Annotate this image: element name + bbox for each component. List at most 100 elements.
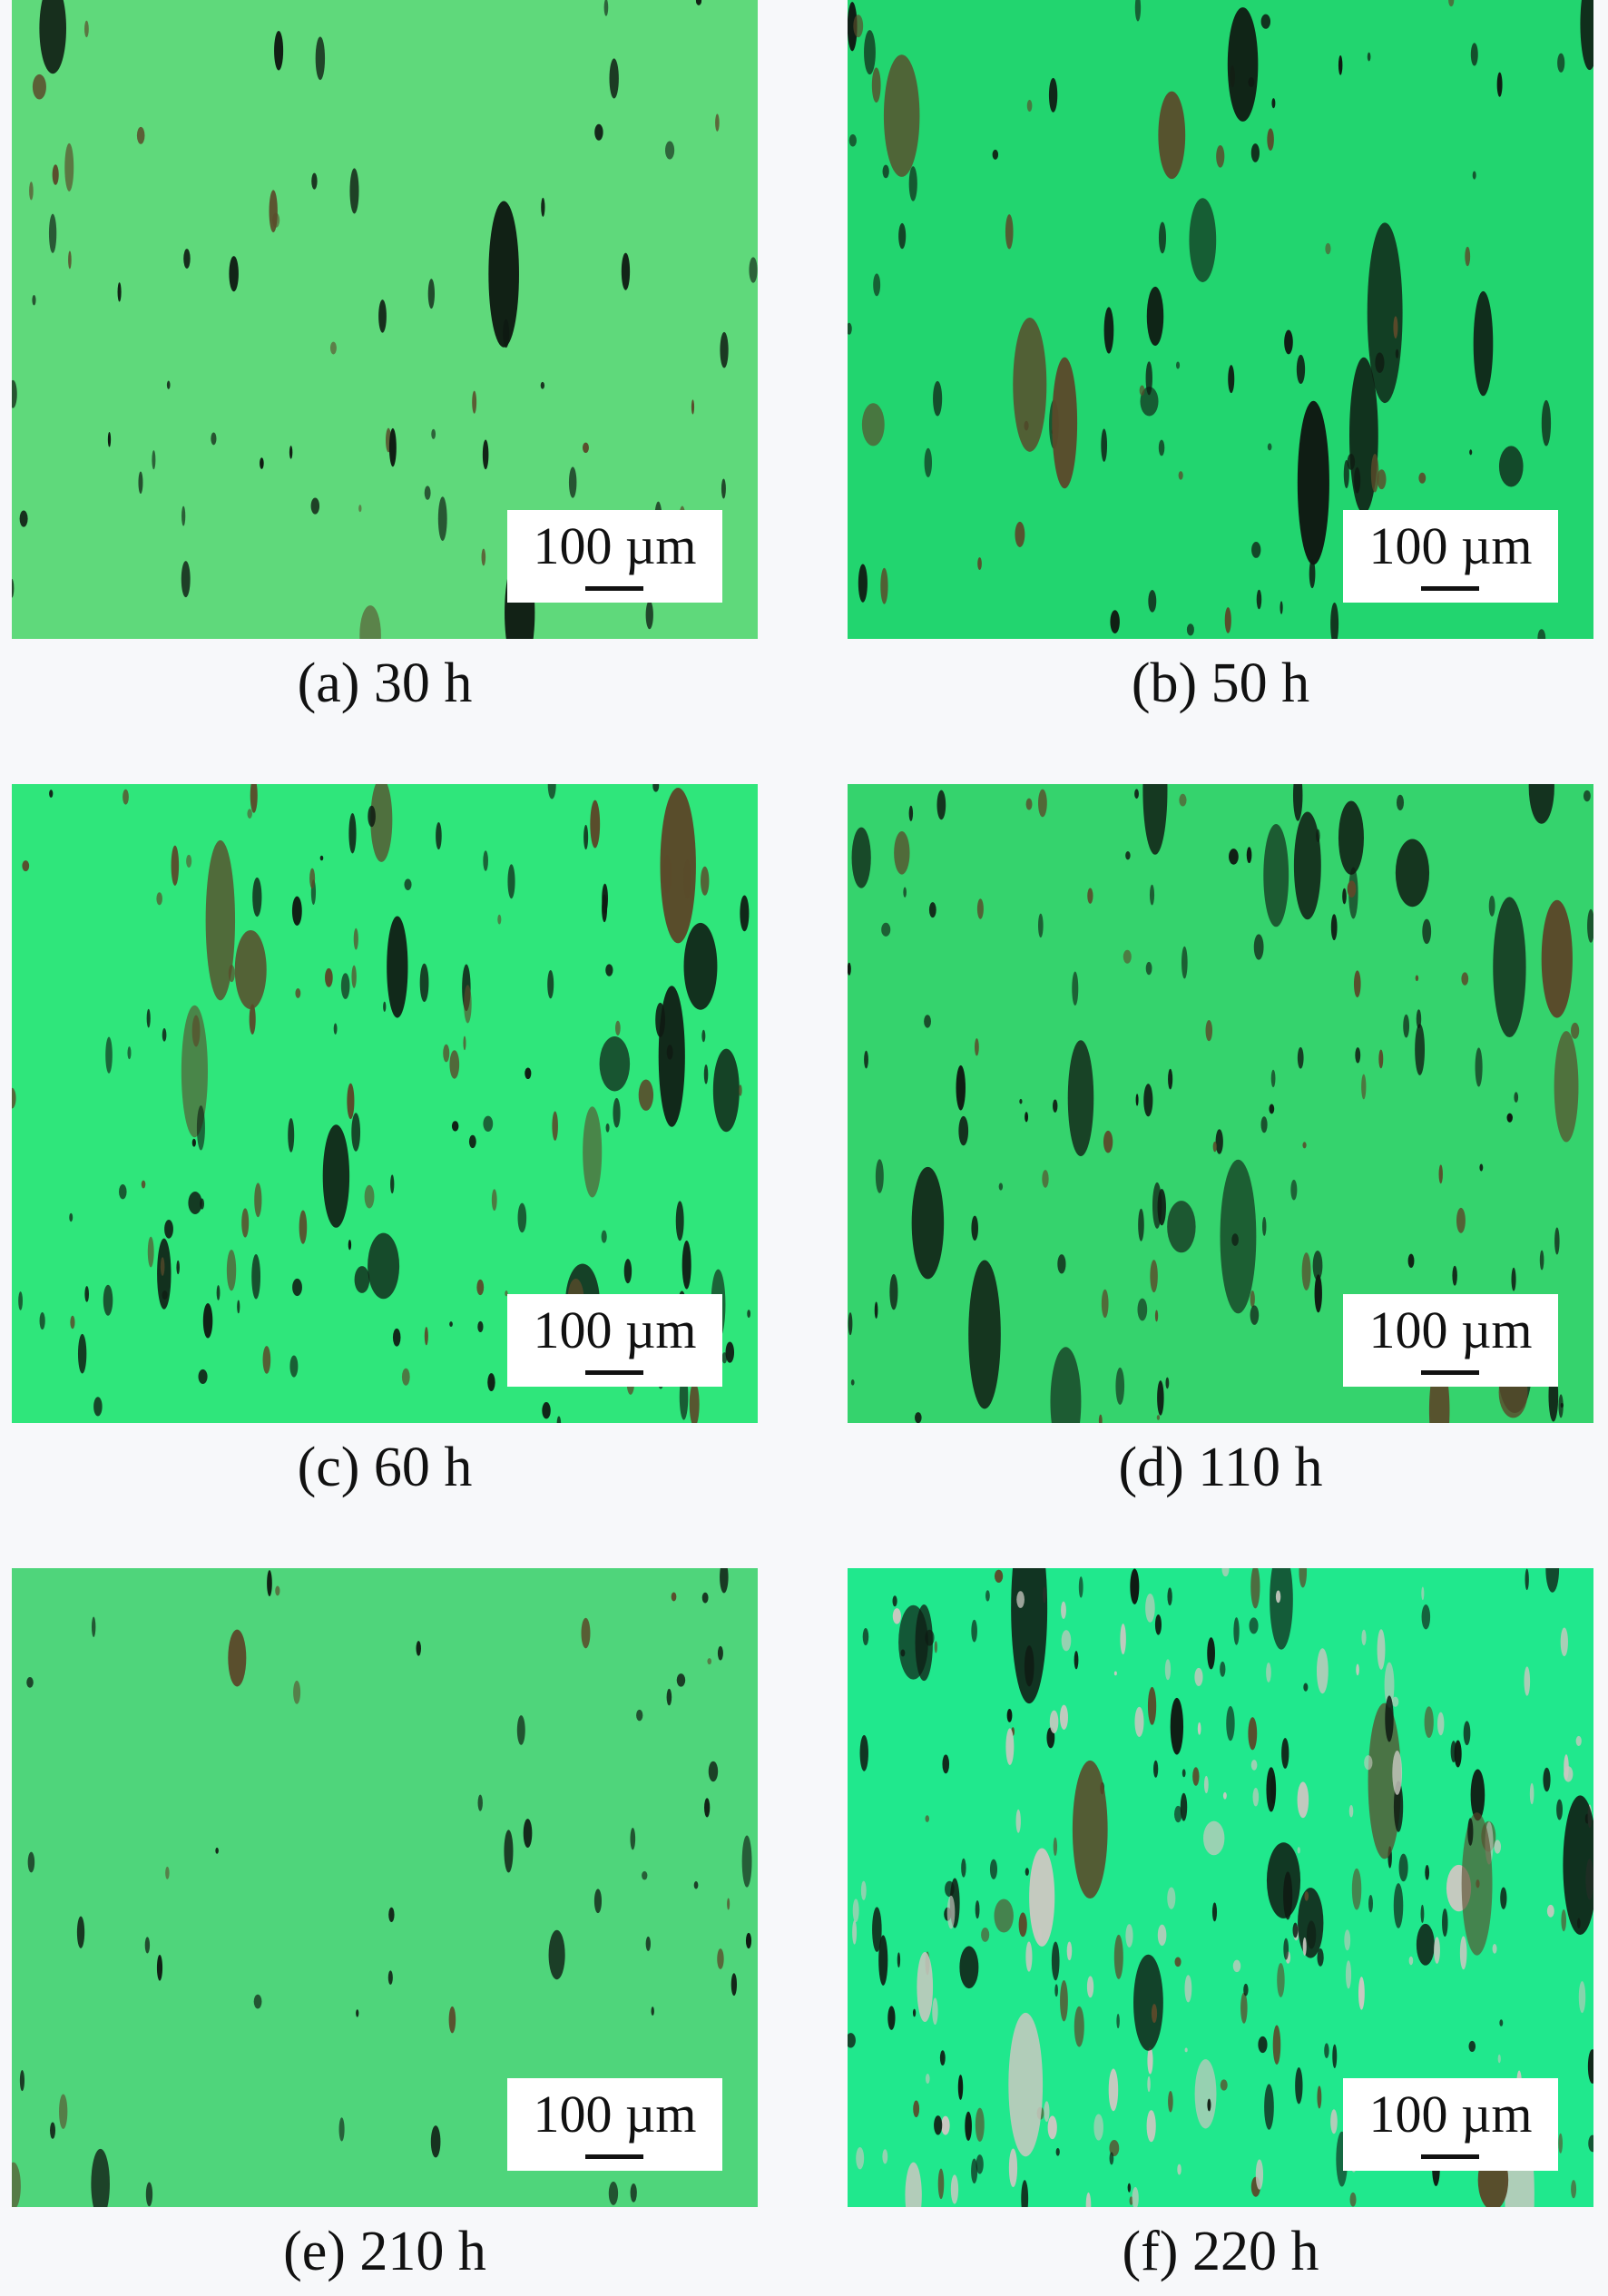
scale-bar-label: 100 µm bbox=[533, 2085, 697, 2144]
particle bbox=[645, 1936, 652, 1951]
particle bbox=[957, 2075, 964, 2100]
particle bbox=[1475, 1047, 1483, 1087]
particle bbox=[609, 58, 619, 99]
particle bbox=[666, 1688, 672, 1706]
particle bbox=[542, 1402, 551, 1419]
particle bbox=[299, 1210, 308, 1244]
particle bbox=[1177, 2164, 1181, 2175]
particle bbox=[1212, 1141, 1217, 1153]
particle bbox=[1042, 1170, 1049, 1188]
particle bbox=[1269, 1104, 1275, 1114]
particle bbox=[1194, 1667, 1203, 1687]
particle bbox=[859, 1734, 868, 1771]
particle bbox=[1025, 1112, 1029, 1123]
particle bbox=[1224, 607, 1231, 633]
panel-caption: (e) 210 h bbox=[283, 2221, 486, 2282]
particle bbox=[703, 1065, 709, 1084]
particle bbox=[1283, 1871, 1293, 1920]
particle bbox=[1395, 839, 1430, 908]
particle bbox=[621, 252, 631, 290]
particle bbox=[695, 0, 702, 5]
particle bbox=[720, 1568, 729, 1594]
particle bbox=[540, 381, 545, 389]
particle bbox=[1325, 242, 1331, 255]
particle bbox=[583, 1106, 603, 1198]
particle bbox=[84, 20, 89, 38]
particle bbox=[416, 1641, 421, 1656]
particle bbox=[1255, 2159, 1264, 2190]
scale-bar-line bbox=[1421, 586, 1479, 591]
particle bbox=[252, 877, 262, 917]
particle bbox=[390, 1174, 395, 1194]
particle bbox=[1025, 1941, 1033, 1972]
scale-bar: 100 µm bbox=[1343, 1294, 1558, 1387]
particle bbox=[603, 0, 609, 16]
particle bbox=[1564, 1754, 1569, 1781]
particle bbox=[1261, 1216, 1267, 1236]
particle bbox=[1384, 1662, 1395, 1708]
particle bbox=[958, 1115, 969, 1146]
particle bbox=[1086, 1976, 1094, 1998]
particle bbox=[22, 860, 30, 872]
particle bbox=[1181, 946, 1188, 979]
particle bbox=[1103, 307, 1114, 354]
particle bbox=[370, 784, 393, 862]
particle bbox=[288, 1117, 295, 1153]
particle bbox=[12, 578, 15, 598]
particle bbox=[1108, 2068, 1119, 2112]
particle bbox=[1408, 1956, 1414, 1966]
particle bbox=[1452, 1265, 1457, 1286]
particle bbox=[1134, 0, 1142, 22]
particle bbox=[917, 1951, 934, 2023]
particle bbox=[1506, 1113, 1513, 1123]
particle bbox=[144, 1937, 151, 1954]
particle bbox=[1537, 629, 1546, 639]
particle bbox=[1316, 1648, 1329, 1694]
particle bbox=[1147, 2075, 1151, 2093]
particle bbox=[1197, 1722, 1201, 1735]
particle bbox=[12, 379, 17, 408]
particle bbox=[49, 790, 54, 798]
particle bbox=[1168, 1068, 1173, 1090]
particle bbox=[289, 446, 293, 459]
particle bbox=[1338, 55, 1343, 75]
particle bbox=[141, 1180, 146, 1189]
particle bbox=[146, 1008, 151, 1028]
particle bbox=[852, 1899, 859, 1923]
particle bbox=[272, 212, 280, 228]
particle bbox=[1215, 1129, 1223, 1154]
particle bbox=[1170, 1697, 1184, 1755]
scale-bar: 100 µm bbox=[507, 510, 722, 603]
particle bbox=[448, 2006, 456, 2034]
particle bbox=[660, 788, 696, 944]
particle bbox=[1266, 1767, 1277, 1812]
particle bbox=[1292, 784, 1303, 821]
particle bbox=[1054, 1984, 1058, 1997]
particle bbox=[1407, 1253, 1415, 1269]
particle bbox=[1267, 443, 1272, 451]
particle bbox=[1468, 2040, 1476, 2052]
particle bbox=[1016, 1591, 1025, 1608]
particle bbox=[1416, 1009, 1422, 1029]
particle bbox=[1499, 2019, 1504, 2026]
particle bbox=[1061, 1601, 1066, 1619]
particle bbox=[880, 567, 888, 604]
particle bbox=[623, 1259, 632, 1284]
particle bbox=[525, 1067, 532, 1080]
particle bbox=[856, 2147, 865, 2170]
particle bbox=[1438, 1164, 1443, 1184]
particle bbox=[908, 805, 914, 821]
particle bbox=[1284, 329, 1293, 355]
particle bbox=[333, 1023, 338, 1035]
particle bbox=[1029, 1848, 1055, 1947]
particle bbox=[1583, 790, 1591, 802]
particle bbox=[1421, 1604, 1431, 1630]
particle bbox=[590, 800, 601, 849]
particle bbox=[1113, 1671, 1117, 1676]
particle bbox=[708, 1761, 719, 1782]
particle bbox=[1074, 1651, 1079, 1670]
particle bbox=[1301, 1252, 1311, 1290]
particle bbox=[1378, 1049, 1384, 1069]
particle bbox=[676, 1673, 686, 1687]
scale-bar: 100 µm bbox=[1343, 510, 1558, 603]
